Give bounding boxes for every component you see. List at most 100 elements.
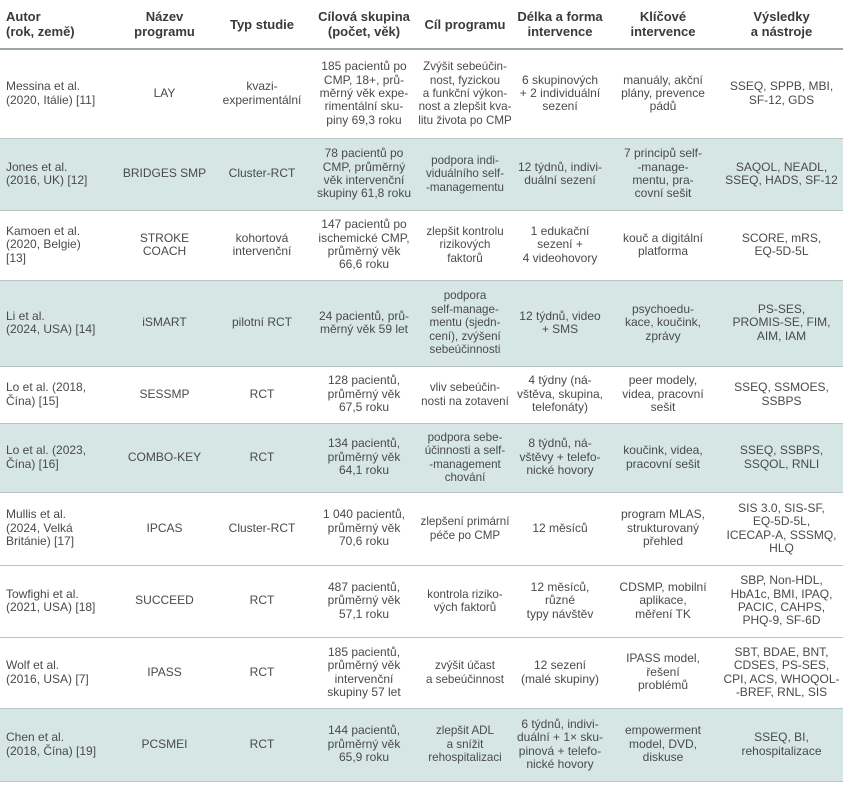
cell-interventions: psychoedu- kace, koučink, zprávy	[606, 280, 720, 366]
cell-results: SBT, BDAE, BNT, CDSES, PS-SES, CPI, ACS,…	[723, 644, 840, 699]
cell-results: SIS 3.0, SIS-SF, EQ-5D-5L, ICECAP-A, SSS…	[726, 500, 837, 555]
cell-results: SSEQ, SSMOES, SSBPS	[734, 380, 829, 408]
cell-author: Messina et al. (2020, Itálie) [11]	[6, 79, 96, 107]
table-row: Lo et al. (2023, Čína) [16] COMBO-KEY RC…	[0, 423, 843, 492]
cell-program: COMBO-KEY	[117, 423, 212, 492]
table-row: Li et al. (2024, USA) [14] iSMART pilotn…	[0, 280, 843, 366]
cell-study-type: Cluster-RCT	[212, 138, 312, 210]
cell-duration: 8 týdnů, ná- vštěvy + telefo- nické hovo…	[514, 423, 606, 492]
cell-study-type: RCT	[212, 423, 312, 492]
header-row: Autor (rok, země) Název programu Typ stu…	[0, 0, 843, 50]
cell-target-group: 128 pacientů, průměrný věk 67,5 roku	[327, 373, 401, 415]
cell-interventions: 7 principů self- -manage- mentu, pra- co…	[606, 138, 720, 210]
table-row: Kamoen et al. (2020, Belgie) [13] STROKE…	[0, 210, 843, 280]
table-header: Autor (rok, země) Název programu Typ stu…	[0, 0, 843, 50]
table-row: Messina et al. (2020, Itálie) [11] LAY k…	[0, 49, 843, 138]
header-study-type: Typ studie	[212, 0, 312, 50]
table-row: Wolf et al. (2016, USA) [7] IPASS RCT 18…	[0, 637, 843, 708]
header-interventions: Klíčové intervence	[606, 0, 720, 50]
cell-program: IPCAS	[146, 520, 183, 535]
cell-target-group: 185 pacientů po CMP, 18+, prů- měrný věk…	[319, 59, 409, 127]
cell-interventions: kouč a digitální platforma	[622, 230, 704, 258]
header-program: Název programu	[117, 0, 212, 50]
cell-goal: podpora indi- viduálního self- -manageme…	[416, 138, 514, 210]
cell-results: SBP, Non-HDL, HbA1c, BMI, IPAQ, PACIC, C…	[730, 573, 833, 628]
stroke-self-management-table: Autor (rok, země) Název programu Typ stu…	[0, 0, 843, 781]
cell-goal: zlepšení primární péče po CMP	[420, 515, 510, 542]
cell-target-group: 487 pacientů, průměrný věk 57,1 roku	[327, 579, 401, 621]
cell-duration: 1 edukační sezení + 4 videohovory	[522, 223, 598, 265]
cell-author: Jones et al. (2016, UK) [12]	[0, 138, 117, 210]
cell-program: iSMART	[117, 280, 212, 366]
cell-author: Mullis et al. (2024, Velká Británie) [17…	[6, 507, 75, 549]
cell-interventions: peer modely, videa, pracovní sešit	[622, 373, 704, 415]
cell-study-type: pilotní RCT	[212, 280, 312, 366]
table-body: Messina et al. (2020, Itálie) [11] LAY k…	[0, 49, 843, 781]
cell-target-group: 78 pacientů po CMP, průměrný věk interve…	[312, 138, 416, 210]
cell-author: Towfighi et al. (2021, USA) [18]	[6, 586, 96, 614]
cell-author: Wolf et al. (2016, USA) [7]	[6, 658, 89, 686]
cell-target-group: 144 pacientů, průměrný věk 65,9 roku	[312, 708, 416, 781]
cell-goal: podpora sebe- účinnosti a self- -managem…	[416, 423, 514, 492]
cell-goal: zvýšit účast a sebeúčinnost	[426, 659, 504, 686]
cell-duration: 12 týdnů, video + SMS	[514, 280, 606, 366]
cell-interventions: empowerment model, DVD, diskuse	[606, 708, 720, 781]
cell-program: IPASS	[147, 664, 182, 679]
cell-study-type: kohortová intervenční	[232, 230, 292, 258]
cell-results: SSEQ, SPPB, MBI, SF-12, GDS	[729, 79, 834, 107]
cell-program: PCSMEI	[117, 708, 212, 781]
header-author: Autor (rok, země)	[0, 0, 117, 50]
cell-interventions: CDSMP, mobilní aplikace, měření TK	[619, 579, 707, 621]
cell-target-group: 24 pacientů, prů- měrný věk 59 let	[312, 280, 416, 366]
cell-program: SUCCEED	[135, 593, 194, 608]
cell-program: LAY	[153, 86, 176, 101]
cell-target-group: 1 040 pacientů, průměrný věk 70,6 roku	[322, 507, 406, 549]
cell-study-type: RCT	[249, 593, 275, 608]
cell-interventions: program MLAS, strukturovaný přehled	[620, 507, 706, 549]
cell-results: SSEQ, SSBPS, SSQOL, RNLI	[720, 423, 843, 492]
cell-goal: zlepšit kontrolu rizikových faktorů	[426, 224, 504, 265]
cell-interventions: IPASS model, řešení problémů	[626, 651, 700, 693]
header-goal: Cíl programu	[416, 0, 514, 50]
table-row: Chen et al. (2018, Čína) [19] PCSMEI RCT…	[0, 708, 843, 781]
header-duration: Délka a forma intervence	[514, 0, 606, 50]
cell-goal: vliv sebeúčin- nosti na zotavení	[421, 381, 509, 408]
cell-author: Chen et al. (2018, Čína) [19]	[0, 708, 117, 781]
cell-target-group: 147 pacientů po ischemické CMP, průměrný…	[318, 217, 410, 272]
cell-study-type: RCT	[249, 664, 275, 679]
cell-goal: kontrola riziko- vých faktorů	[427, 587, 503, 614]
cell-goal: Zvýšit sebeúčin- nost, fyzickou a funkčn…	[418, 60, 512, 127]
cell-results: SAQOL, NEADL, SSEQ, HADS, SF-12	[720, 138, 843, 210]
cell-duration: 12 sezení (malé skupiny)	[520, 658, 600, 686]
cell-author: Kamoen et al. (2020, Belgie) [13]	[6, 223, 81, 265]
cell-duration: 12 měsíců	[532, 520, 588, 535]
cell-program: SESSMP	[139, 386, 190, 401]
cell-program: BRIDGES SMP	[117, 138, 212, 210]
cell-author: Lo et al. (2018, Čína) [15]	[6, 380, 87, 408]
cell-interventions: manuály, akční plány, prevence pádů	[621, 72, 705, 114]
table-row: Jones et al. (2016, UK) [12] BRIDGES SMP…	[0, 138, 843, 210]
cell-program: STROKE COACH	[139, 230, 190, 258]
header-target-group: Cílová skupina (počet, věk)	[312, 0, 416, 50]
cell-study-type: Cluster-RCT	[228, 520, 296, 535]
cell-study-type: RCT	[212, 708, 312, 781]
cell-goal: zlepšit ADL a snížit rehospitalizaci	[416, 708, 514, 781]
cell-interventions: koučink, videa, pracovní sešit	[606, 423, 720, 492]
cell-results: SCORE, mRS, EQ-5D-5L	[741, 230, 822, 258]
cell-author: Li et al. (2024, USA) [14]	[0, 280, 117, 366]
cell-target-group: 134 pacientů, průměrný věk 64,1 roku	[312, 423, 416, 492]
cell-duration: 12 měsíců, různé typy návštěv	[526, 579, 594, 621]
cell-duration: 4 týdny (ná- vštěva, skupina, telefonáty…	[516, 373, 604, 415]
table-row: Towfighi et al. (2021, USA) [18] SUCCEED…	[0, 565, 843, 637]
cell-goal: podpora self-manage- mentu (sjedn- cení)…	[416, 280, 514, 366]
cell-results: SSEQ, BI, rehospitalizace	[720, 708, 843, 781]
table-row: Lo et al. (2018, Čína) [15] SESSMP RCT 1…	[0, 366, 843, 423]
cell-target-group: 185 pacientů, průměrný věk intervenční s…	[327, 644, 401, 699]
table-row: Mullis et al. (2024, Velká Británie) [17…	[0, 492, 843, 565]
cell-author: Lo et al. (2023, Čína) [16]	[0, 423, 117, 492]
header-results: Výsledky a nástroje	[720, 0, 843, 50]
cell-duration: 6 týdnů, indivi- duální + 1× sku- pinová…	[514, 708, 606, 781]
cell-duration: 12 týdnů, indivi- duální sezení	[514, 138, 606, 210]
cell-study-type: RCT	[249, 386, 275, 401]
cell-study-type: kvazi- experimentální	[222, 79, 302, 107]
